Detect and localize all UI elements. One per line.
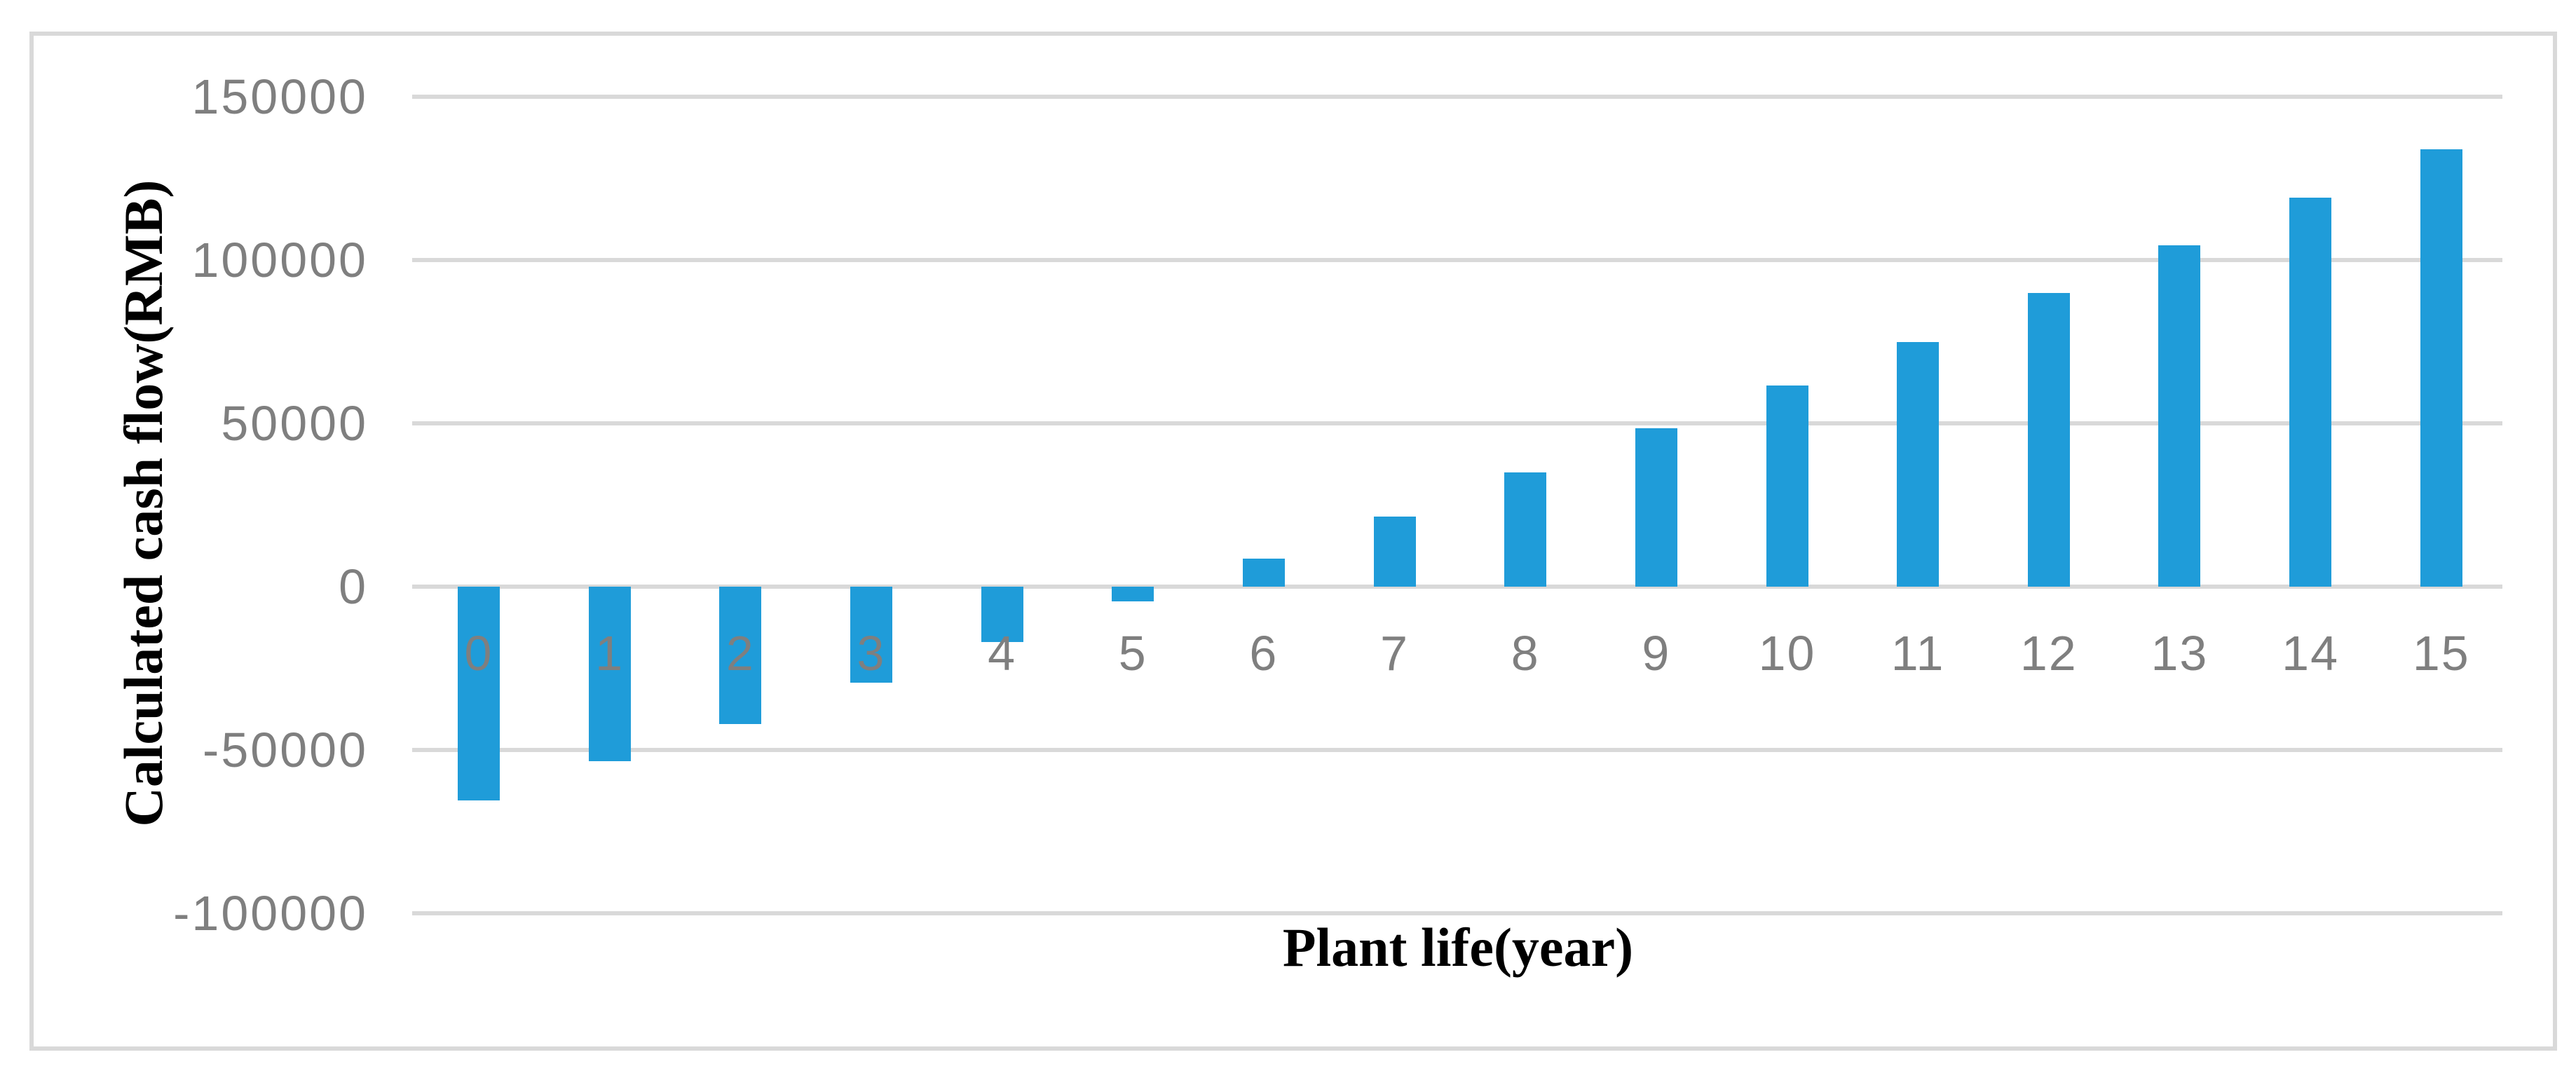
bar-year-1 <box>588 587 631 762</box>
y-axis-title: Calculated cash flow(RMB) <box>113 179 174 827</box>
bar-year-10 <box>1766 386 1808 587</box>
y-tick-label: -100000 <box>173 886 368 941</box>
bar-year-0 <box>458 587 500 801</box>
bar-year-6 <box>1242 559 1285 587</box>
x-tick-label-6: 6 <box>1249 626 1279 681</box>
x-tick-label-11: 11 <box>1890 626 1945 681</box>
x-tick-label-9: 9 <box>1642 626 1671 681</box>
gridline--50000 <box>412 748 2502 752</box>
x-tick-label-0: 0 <box>464 626 493 681</box>
x-tick-label-8: 8 <box>1511 626 1540 681</box>
x-axis-title: Plant life(year) <box>1282 917 1634 978</box>
gridline-50000 <box>412 421 2502 425</box>
bar-year-5 <box>1112 587 1154 601</box>
x-tick-label-2: 2 <box>725 626 755 681</box>
x-tick-label-10: 10 <box>1758 626 1816 681</box>
x-tick-label-15: 15 <box>2412 626 2470 681</box>
x-tick-label-3: 3 <box>857 626 886 681</box>
y-tick-label: 100000 <box>191 233 368 287</box>
x-tick-label-14: 14 <box>2282 626 2340 681</box>
x-tick-label-4: 4 <box>988 626 1017 681</box>
x-tick-label-7: 7 <box>1380 626 1410 681</box>
y-tick-label: -50000 <box>203 723 368 777</box>
gridline--100000 <box>412 911 2502 915</box>
bar-year-4 <box>981 587 1023 643</box>
y-tick-label: 0 <box>339 559 368 614</box>
x-tick-label-12: 12 <box>2019 626 2078 681</box>
y-tick-label: 150000 <box>191 69 368 124</box>
gridline-100000 <box>412 258 2502 262</box>
bar-year-12 <box>2027 292 2070 587</box>
bar-year-11 <box>1897 341 1940 587</box>
y-tick-label: 50000 <box>221 396 368 451</box>
gridline-0 <box>412 585 2502 589</box>
x-tick-label-13: 13 <box>2151 626 2209 681</box>
bar-year-9 <box>1635 428 1677 587</box>
bar-year-13 <box>2158 245 2201 587</box>
bar-year-15 <box>2420 149 2462 587</box>
bar-year-2 <box>719 587 762 724</box>
chart-frame <box>29 32 2557 1051</box>
gridline-150000 <box>412 95 2502 99</box>
x-tick-label-5: 5 <box>1118 626 1147 681</box>
bar-year-14 <box>2289 198 2332 587</box>
bar-year-3 <box>850 587 892 683</box>
x-tick-label-1: 1 <box>595 626 625 681</box>
bar-year-8 <box>1504 472 1547 587</box>
bar-year-7 <box>1373 516 1416 587</box>
